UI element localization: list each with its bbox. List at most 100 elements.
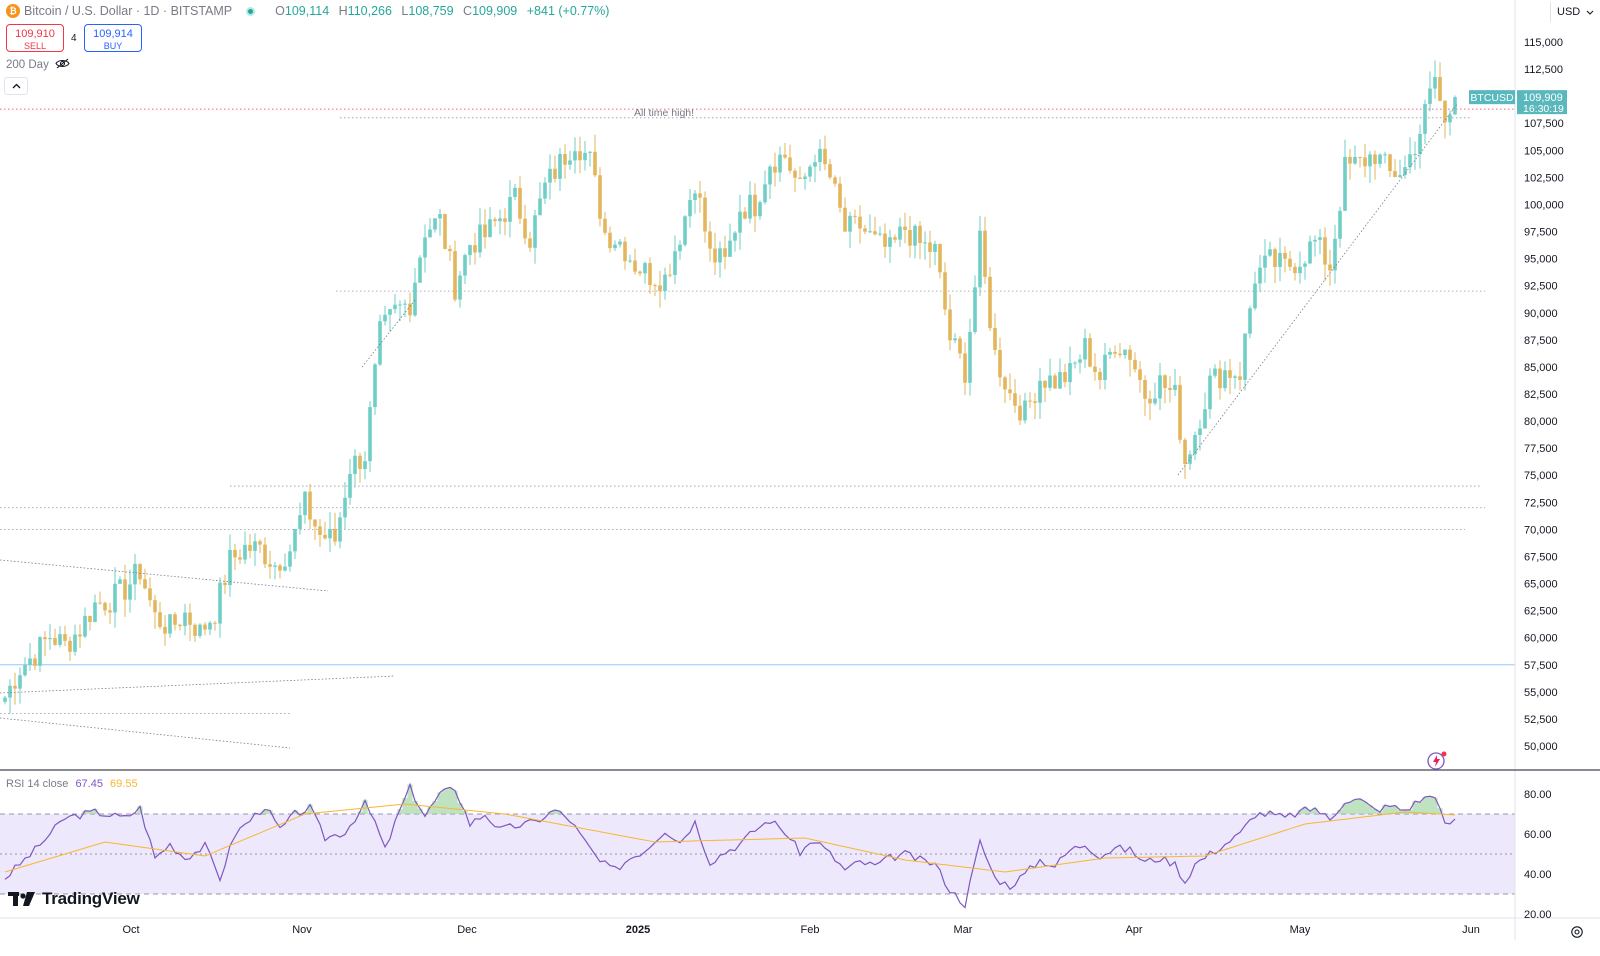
candle (278, 563, 282, 579)
candle (173, 612, 177, 631)
candle-body (108, 610, 112, 613)
candle (548, 154, 552, 200)
candle (763, 170, 767, 205)
candle-body (73, 634, 77, 652)
candle (1258, 254, 1262, 293)
candle-body (963, 353, 967, 383)
candle (1263, 239, 1267, 283)
candle (268, 550, 272, 579)
candle-body (858, 216, 862, 229)
candle (553, 155, 557, 183)
candle (103, 601, 107, 616)
candle-body (338, 517, 342, 542)
candle (273, 561, 277, 580)
candle (698, 181, 702, 213)
currency-selector[interactable]: USD (1550, 2, 1600, 22)
candle-body (1238, 376, 1242, 380)
price-tick-label: 90,000 (1524, 308, 1558, 320)
candle (993, 313, 997, 356)
candle-body (1413, 154, 1417, 156)
tradingview-logo[interactable]: TradingView (8, 889, 140, 909)
candle-body (1328, 264, 1332, 271)
price-tick-label: 100,000 (1524, 199, 1564, 211)
price-tick-label: 95,000 (1524, 254, 1558, 266)
price-tick-label: 65,000 (1524, 579, 1558, 591)
candle (1188, 450, 1192, 470)
eye-hidden-icon[interactable] (55, 58, 70, 72)
candle-body (703, 197, 707, 232)
candle-body (318, 526, 322, 535)
candle (328, 512, 332, 553)
candle-body (243, 544, 247, 560)
candle-body (368, 407, 372, 462)
candle-body (613, 244, 617, 249)
candle (73, 624, 77, 656)
candle (323, 521, 327, 540)
candle-body (488, 219, 492, 238)
candle-body (598, 175, 602, 219)
candle (1138, 361, 1142, 393)
candle (618, 239, 622, 248)
candle (1273, 247, 1277, 283)
candle (1388, 154, 1392, 177)
candle-body (513, 187, 517, 197)
candle (658, 270, 662, 308)
candle (1123, 349, 1127, 359)
rsi-tick-label: 20.00 (1524, 909, 1552, 921)
candle-body (83, 615, 87, 637)
candle (783, 142, 787, 160)
candle (968, 318, 972, 396)
candle (1148, 390, 1152, 421)
candle-body (838, 183, 842, 208)
candle-body (883, 233, 887, 247)
candle-body (148, 588, 152, 601)
candle-body (1003, 377, 1007, 390)
candle (1333, 224, 1337, 284)
candle-body (523, 218, 527, 239)
candle-body (463, 255, 467, 276)
price-tick-label: 77,500 (1524, 443, 1558, 455)
candle-body (843, 207, 847, 232)
candle (283, 553, 287, 572)
candle (1078, 354, 1082, 374)
candle (768, 164, 772, 200)
settings-icon[interactable] (1570, 925, 1584, 939)
candle-body (1068, 363, 1072, 383)
candle-body (818, 148, 822, 163)
candle (928, 230, 932, 269)
candle-body (298, 515, 302, 529)
buy-button[interactable]: 109,914 BUY (84, 24, 142, 52)
sell-button[interactable]: 109,910 SELL (6, 24, 64, 52)
candle (983, 216, 987, 285)
candle (613, 240, 617, 252)
candle-body (518, 187, 522, 219)
candle (393, 293, 397, 314)
candle (363, 451, 367, 480)
candle-body (208, 622, 212, 630)
candle-body (783, 154, 787, 158)
candle (1428, 71, 1432, 112)
change-value: +841 (+0.77%) (526, 4, 610, 18)
candle-body (1308, 241, 1312, 264)
candle (583, 140, 587, 171)
candle (1413, 141, 1417, 170)
candle-body (213, 622, 217, 624)
candle (528, 231, 532, 253)
chevron-up-icon[interactable] (4, 77, 28, 95)
candle-body (533, 215, 537, 248)
spread-value: 4 (71, 33, 77, 44)
candle (1083, 328, 1087, 368)
candle (203, 622, 207, 636)
candle (893, 234, 897, 243)
candle-body (153, 600, 157, 613)
candle-body (693, 193, 697, 201)
candle-body (133, 563, 137, 585)
rsi-tick-label: 60.00 (1524, 829, 1552, 841)
symbol-title[interactable]: Bitcoin / U.S. Dollar · 1D · BITSTAMP (24, 4, 233, 18)
price-tick-label: 60,000 (1524, 633, 1558, 645)
candle (588, 151, 592, 167)
candle-body (808, 166, 812, 177)
lightning-icon[interactable] (1426, 750, 1448, 770)
time-tick-label: Dec (457, 924, 477, 936)
